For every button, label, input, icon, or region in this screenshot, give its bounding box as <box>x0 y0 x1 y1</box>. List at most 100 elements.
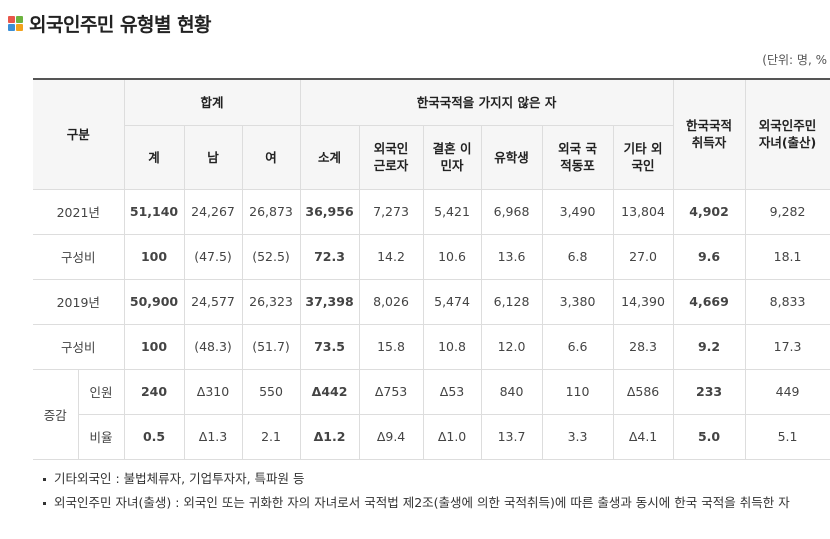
page-title: 외국인주민 유형별 현황 <box>8 8 212 38</box>
header-sub-4: 외국인 근로자 <box>358 124 424 190</box>
grid-icon-cell <box>16 15 23 23</box>
table-cell: 9.6 <box>672 233 746 280</box>
row-label: 2019년 <box>33 278 125 325</box>
table-cell: 13.6 <box>480 233 543 280</box>
table-cell: Δ4.1 <box>612 413 674 460</box>
table-cell: 3,490 <box>541 188 614 235</box>
grid-icon-cell <box>16 23 23 31</box>
table-cell: 17.3 <box>744 323 830 370</box>
table-cell: 3.3 <box>541 413 614 460</box>
table-cell: 36,956 <box>299 188 360 235</box>
table-cell: 7,273 <box>358 188 424 235</box>
table-cell: 50,900 <box>123 278 185 325</box>
header-sub-6: 유학생 <box>480 124 543 190</box>
header-sub-label: 외국 국적동포 <box>558 141 597 173</box>
table-cell: 0.5 <box>123 413 185 460</box>
header-sub-label: 기타 외국인 <box>623 141 663 173</box>
table-cell: Δ753 <box>358 368 424 415</box>
header-sub-label: 남 <box>207 149 219 165</box>
header-sub-8: 기타 외국인 <box>612 124 674 190</box>
header-non-citizen: 한국국적을 가지지 않은 자 <box>299 78 674 126</box>
table-cell: 13,804 <box>612 188 674 235</box>
table-cell: 5.1 <box>744 413 830 460</box>
table-cell: 4,669 <box>672 278 746 325</box>
table-cell: 24,577 <box>183 278 243 325</box>
table-cell: 550 <box>241 368 301 415</box>
unit-label: (단위: 명, % <box>762 53 827 67</box>
header-naturalized: 한국국적 취득자 <box>672 78 746 190</box>
header-sub-label: 외국인 근로자 <box>373 141 409 173</box>
table-row: 비율 0.5 Δ1.3 2.1 Δ1.2 Δ9.4 Δ1.0 13.7 3.3 Δ4.1 5.0 5.… <box>33 413 830 460</box>
table-cell: 9,282 <box>744 188 830 235</box>
table-cell: 110 <box>541 368 614 415</box>
table-cell: 2.1 <box>241 413 301 460</box>
table-cell: 26,873 <box>241 188 301 235</box>
footnote-item: 기타외국인 : 불법체류자, 기업투자자, 특파원 등 <box>40 470 820 488</box>
header-total: 합계 <box>123 78 301 126</box>
grid-icon-cell <box>8 15 15 23</box>
table-cell: Δ1.2 <box>299 413 360 460</box>
table-cell: 10.6 <box>422 233 482 280</box>
table-cell: 233 <box>672 368 746 415</box>
table-cell: Δ9.4 <box>358 413 424 460</box>
table-row: 2021년 51,140 24,267 26,873 36,956 7,273 5,421 6… <box>33 188 830 235</box>
table-cell: 100 <box>123 233 185 280</box>
table-cell: 8,833 <box>744 278 830 325</box>
table-cell: 8,026 <box>358 278 424 325</box>
grid-icon-cell <box>8 23 15 31</box>
header-sub-label: 소계 <box>318 149 342 165</box>
table-cell: 449 <box>744 368 830 415</box>
table-cell: 6,968 <box>480 188 543 235</box>
table-cell: 15.8 <box>358 323 424 370</box>
table-cell: 12.0 <box>480 323 543 370</box>
row-label: 구성비 <box>33 323 125 370</box>
header-sub-1: 남 <box>183 124 243 190</box>
table-cell: 9.2 <box>672 323 746 370</box>
table-cell: Δ442 <box>299 368 360 415</box>
table-cell: 6.8 <box>541 233 614 280</box>
grid-icon <box>8 15 23 31</box>
table-cell: Δ1.0 <box>422 413 482 460</box>
table-cell: Δ1.3 <box>183 413 243 460</box>
table-cell: 5.0 <box>672 413 746 460</box>
header-sub-0: 계 <box>124 124 185 190</box>
table-cell: 5,421 <box>422 188 482 235</box>
table-cell: 6,128 <box>480 278 543 325</box>
table-cell: 26,323 <box>241 278 301 325</box>
header-children: 외국인주민 자녀(출산) <box>744 78 830 190</box>
table-cell: 14.2 <box>358 233 424 280</box>
table-cell: 3,380 <box>541 278 614 325</box>
header-sub-label: 유학생 <box>494 149 529 165</box>
table-cell: 72.3 <box>299 233 360 280</box>
table-cell: 18.1 <box>744 233 830 280</box>
header-sub-label: 결혼 이민자 <box>432 141 472 173</box>
table-cell: Δ310 <box>183 368 243 415</box>
table-cell: 28.3 <box>612 323 674 370</box>
table-row: 증감 인원 240 Δ310 550 Δ442 Δ753 Δ53 840 110 Δ586 233 44… <box>33 368 830 460</box>
table-cell: 14,390 <box>612 278 674 325</box>
change-row-label: 비율 <box>78 413 125 460</box>
header-sub-2: 여 <box>241 124 301 190</box>
table-cell: 13.7 <box>480 413 543 460</box>
table-cell: 10.8 <box>422 323 482 370</box>
table-row: 2019년 50,900 24,577 26,323 37,398 8,026 5,474 6… <box>33 278 830 325</box>
table-cell: 51,140 <box>123 188 185 235</box>
table-cell: 240 <box>123 368 185 415</box>
table-cell: Δ53 <box>422 368 482 415</box>
page-title-text: 외국인주민 유형별 현황 <box>29 13 212 36</box>
change-row-label: 인원 <box>77 368 125 415</box>
header-sub-label: 여 <box>265 149 277 165</box>
footnote-item: 외국인주민 자녀(출생) : 외국인 또는 귀화한 자의 자녀로서 국적법 제2… <box>40 494 820 512</box>
table-cell: (47.5) <box>183 233 243 280</box>
statistics-table: 구분 합계 한국국적을 가지지 않은 자 한국국적 취득자 외국인주민 자녀(출… <box>33 78 830 460</box>
header-children-text: 외국인주민 자녀(출산) <box>758 118 817 151</box>
table-cell: (52.5) <box>241 233 301 280</box>
table-cell: (48.3) <box>183 323 243 370</box>
header-sub-7: 외국 국적동포 <box>541 124 614 190</box>
table-cell: 73.5 <box>299 323 360 370</box>
header-category: 구분 <box>33 78 125 190</box>
row-label: 구성비 <box>33 233 125 280</box>
header-naturalized-text: 한국국적 취득자 <box>686 118 733 151</box>
table-cell: 6.6 <box>541 323 614 370</box>
